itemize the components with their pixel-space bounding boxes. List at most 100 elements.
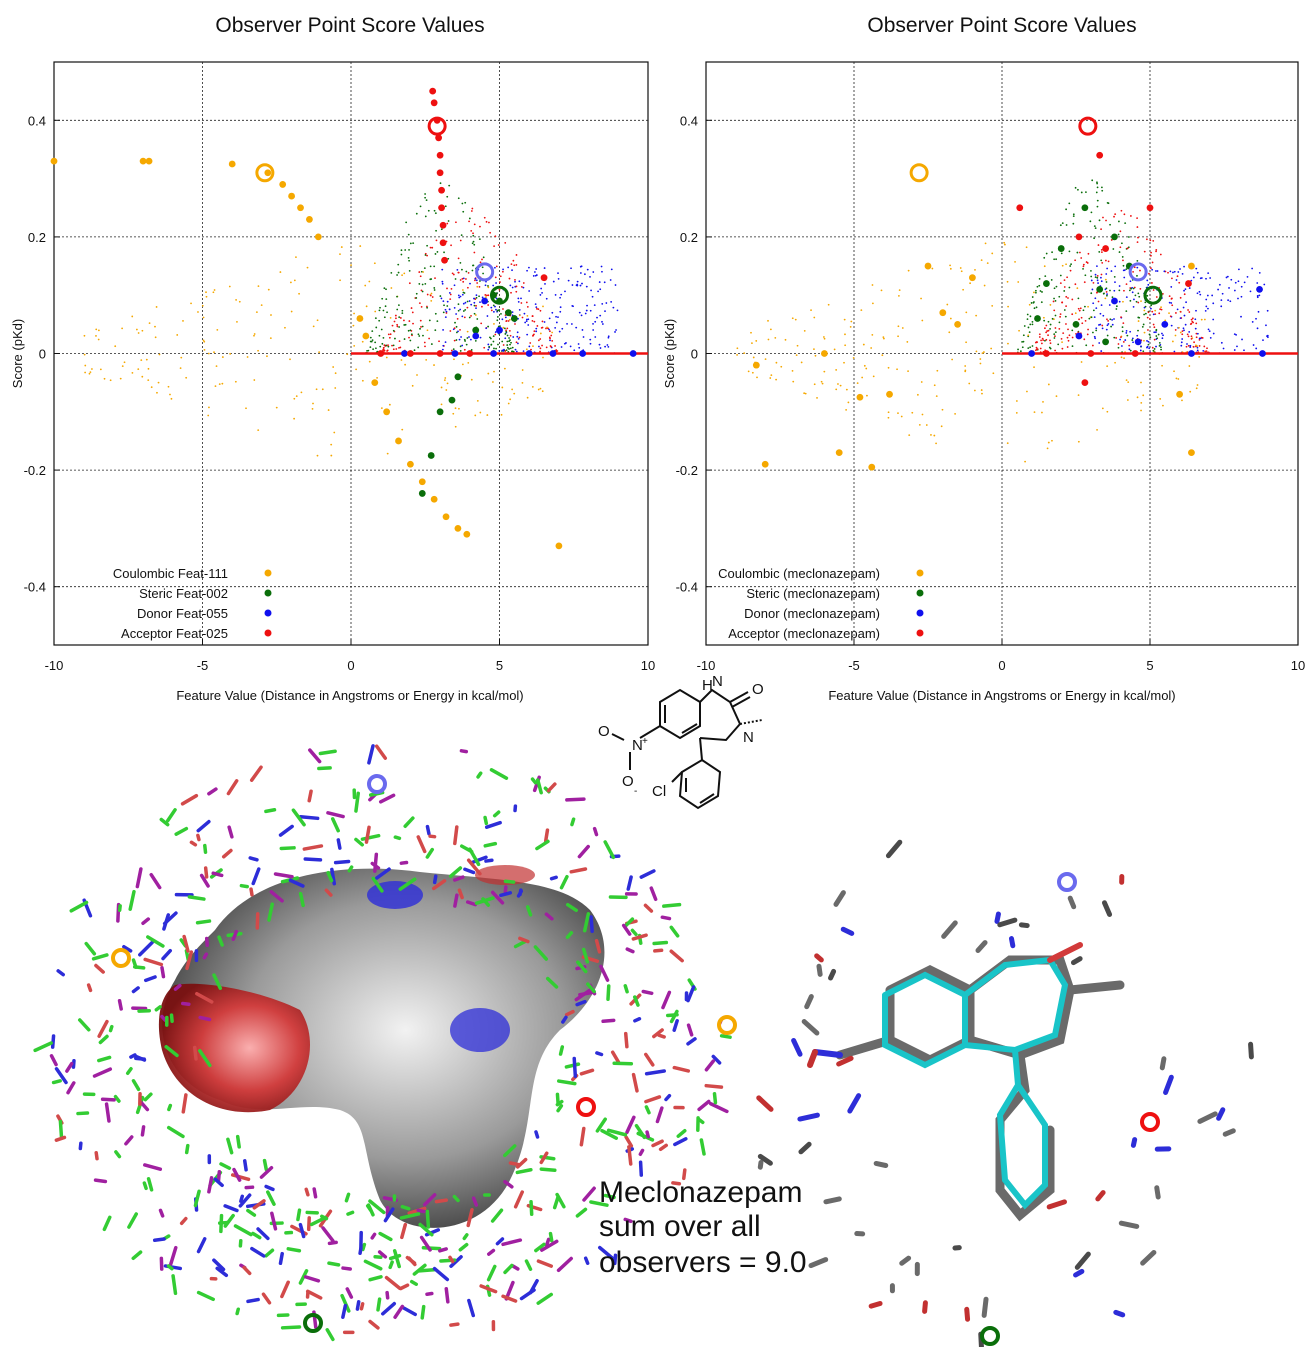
right-cloud-point bbox=[1133, 266, 1136, 269]
left-cloud-point bbox=[444, 341, 447, 344]
sticksLeft-stick bbox=[259, 1166, 274, 1179]
right-cloud-point bbox=[1136, 274, 1138, 277]
sticksLeft-stick bbox=[232, 1167, 242, 1182]
right-cloud-point bbox=[1203, 345, 1206, 348]
right-legend-swatch-1 bbox=[916, 589, 924, 597]
right-cloud-point bbox=[1101, 407, 1104, 410]
sticksLeft-stick bbox=[539, 1167, 557, 1172]
left-cloud-point bbox=[424, 283, 427, 285]
left-point-3 bbox=[438, 186, 445, 194]
right-cloud-point bbox=[1062, 332, 1065, 335]
right-cloud-point bbox=[1069, 265, 1072, 267]
right-cloud-point bbox=[1148, 347, 1151, 350]
left-cloud-point bbox=[497, 343, 499, 346]
left-cloud-point bbox=[534, 274, 537, 277]
steric-ring-left bbox=[303, 1313, 323, 1333]
left-cloud-point bbox=[513, 264, 516, 267]
sticksRight-stick bbox=[1130, 1137, 1138, 1148]
left-cloud-point bbox=[424, 193, 427, 195]
right-cloud-point bbox=[1078, 318, 1080, 321]
right-cloud-point bbox=[1156, 270, 1159, 272]
left-cloud-point bbox=[540, 287, 543, 290]
sticksLeft-stick bbox=[558, 1045, 565, 1056]
left-cloud-point bbox=[507, 320, 510, 322]
right-cloud-point bbox=[1240, 295, 1243, 298]
right-cloud-point bbox=[1060, 337, 1063, 340]
left-cloud-point bbox=[408, 320, 411, 322]
sticksLeft-stick bbox=[586, 982, 596, 994]
right-cloud-point bbox=[1205, 305, 1208, 308]
left-cloud-point bbox=[537, 388, 540, 391]
left-cloud-point bbox=[511, 350, 514, 353]
atom-nh: N bbox=[712, 673, 723, 690]
left-cloud-point bbox=[500, 312, 502, 315]
right-cloud-point bbox=[1104, 297, 1107, 300]
left-cloud-point bbox=[509, 284, 512, 287]
left-point-0 bbox=[371, 379, 379, 387]
sticksLeft-stick bbox=[138, 940, 154, 957]
right-cloud-point bbox=[1190, 337, 1193, 340]
right-cloud-point bbox=[973, 389, 976, 392]
left-cloud-point bbox=[401, 312, 404, 315]
right-cloud-point bbox=[1029, 315, 1032, 318]
left-cloud-point bbox=[253, 333, 256, 335]
left-cloud-point bbox=[572, 305, 574, 308]
left-cloud-point bbox=[505, 319, 508, 322]
left-cloud-point bbox=[578, 311, 581, 314]
right-cloud-point bbox=[1093, 237, 1096, 240]
right-cloud-point bbox=[1175, 312, 1177, 314]
left-cloud-point bbox=[472, 264, 474, 267]
right-cloud-point bbox=[1136, 217, 1138, 220]
right-cloud-point bbox=[1044, 339, 1046, 342]
left-cloud-point bbox=[257, 349, 259, 352]
left-cloud-point bbox=[398, 340, 401, 343]
sticksLeft-stick bbox=[400, 1204, 411, 1211]
left-cloud-point bbox=[424, 215, 427, 218]
left-cloud-point bbox=[255, 311, 258, 314]
sticksRight-stick bbox=[975, 940, 988, 953]
left-point-2 bbox=[549, 350, 557, 357]
right-cloud-point bbox=[959, 267, 962, 269]
right-cloud-point bbox=[1071, 345, 1074, 348]
left-cloud-point bbox=[548, 328, 550, 331]
sticksLeft-stick bbox=[416, 835, 427, 854]
right-cloud-point bbox=[1029, 346, 1032, 349]
right-cloud-point bbox=[870, 347, 873, 349]
left-cloud-point bbox=[590, 289, 592, 292]
right-cloud-point bbox=[1031, 321, 1034, 323]
left-cloud-point bbox=[481, 258, 483, 261]
left-cloud-point bbox=[586, 304, 588, 307]
right-point-0 bbox=[835, 449, 843, 457]
left-cloud-point bbox=[455, 313, 458, 315]
left-cloud-point bbox=[462, 280, 465, 283]
left-cloud-point bbox=[528, 266, 530, 269]
sticksRight-stick bbox=[922, 1300, 928, 1314]
sticksLeft-stick bbox=[223, 1204, 239, 1213]
left-cloud-point bbox=[559, 296, 561, 299]
right-legend-label-0: Coulombic (meclonazepam) bbox=[718, 566, 880, 581]
sticksLeft-stick bbox=[653, 948, 664, 953]
right-cloud-point bbox=[1093, 335, 1096, 338]
left-cloud-point bbox=[470, 378, 473, 381]
sticksLeft-stick bbox=[434, 1198, 448, 1204]
left-cloud-point bbox=[604, 310, 606, 313]
left-cloud-point bbox=[306, 266, 309, 269]
left-cloud-point bbox=[466, 306, 469, 309]
left-cloud-point bbox=[569, 345, 572, 348]
left-cloud-point bbox=[492, 335, 495, 338]
sticksLeft-stick bbox=[66, 1081, 76, 1095]
right-cloud-point bbox=[1104, 278, 1107, 281]
right-cloud-point bbox=[991, 252, 994, 255]
right-cloud-point bbox=[764, 358, 767, 361]
right-cloud-point bbox=[1170, 324, 1173, 327]
sticksLeft-stick bbox=[264, 1184, 275, 1192]
atom-nitro-o1: O bbox=[598, 723, 610, 740]
sticksLeft-stick bbox=[570, 817, 576, 827]
sticksLeft-stick bbox=[198, 1049, 212, 1068]
left-point-3 bbox=[377, 350, 385, 357]
sticksRight-stick bbox=[1073, 1268, 1085, 1278]
sticksLeft-stick bbox=[658, 1143, 668, 1152]
right-cloud-point bbox=[1113, 318, 1115, 320]
right-cloud-point bbox=[1162, 334, 1164, 337]
left-cloud-point bbox=[539, 332, 542, 335]
